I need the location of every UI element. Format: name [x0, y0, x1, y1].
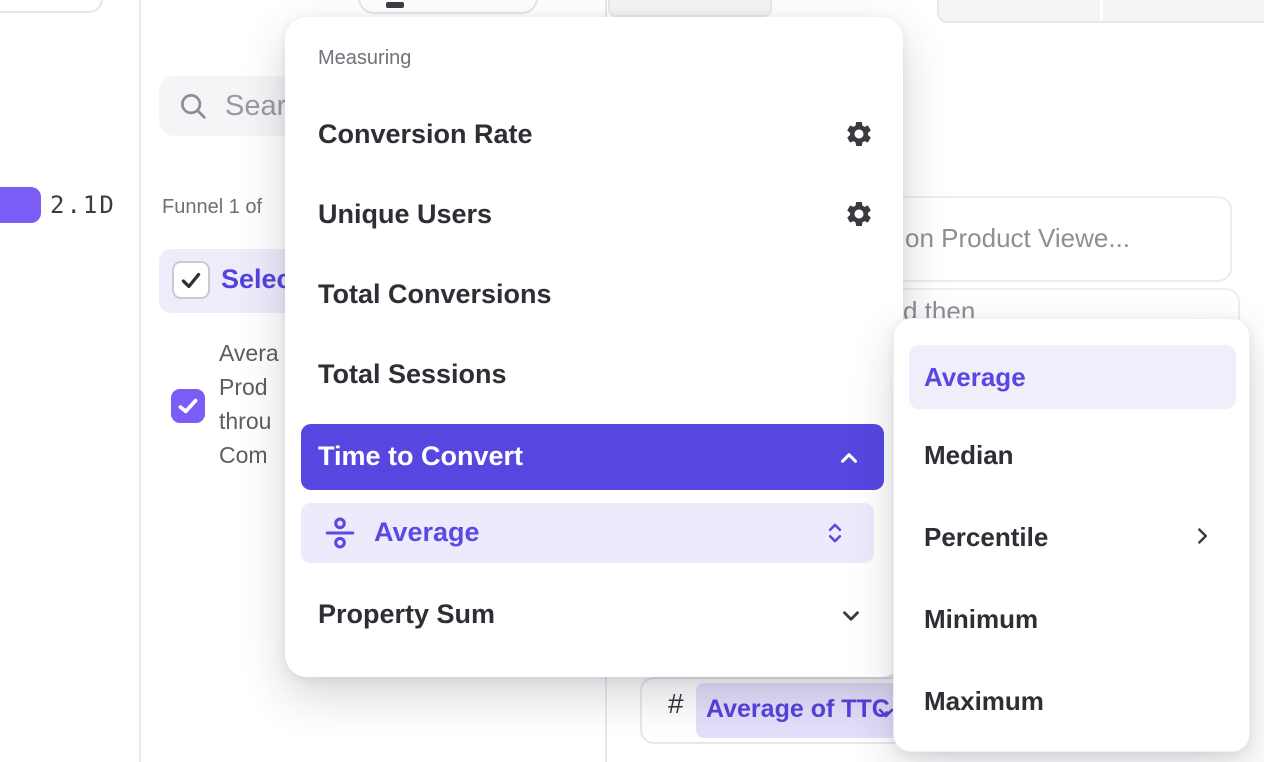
step-checkbox-checked[interactable] — [171, 389, 205, 423]
chevron-down-icon — [878, 708, 894, 718]
top-toolbar-fragment — [608, 0, 772, 17]
partial-glyph — [386, 2, 404, 8]
menu-item-time-to-convert[interactable]: Time to Convert — [301, 424, 884, 490]
agg-item-average[interactable]: Average — [909, 345, 1236, 409]
menu-item-total-conversions[interactable]: Total Conversions — [301, 263, 886, 327]
menu-item-label: Average — [374, 517, 480, 547]
aggregation-submenu: Average Median Percentile Minimum Maximu… — [893, 318, 1250, 752]
menu-item-label: Time to Convert — [318, 441, 524, 471]
gear-icon[interactable] — [844, 199, 874, 229]
divide-icon — [325, 517, 355, 549]
chevron-up-down-icon — [828, 523, 842, 543]
menu-item-label: Property Sum — [318, 599, 496, 629]
chevron-up-icon — [840, 453, 858, 463]
metric-dropdown[interactable]: Average of TTC — [696, 683, 901, 738]
menu-item-label: Conversion Rate — [318, 119, 533, 149]
toolbar-divider — [1100, 0, 1103, 21]
agg-item-minimum[interactable]: Minimum — [924, 604, 1039, 634]
menu-item-property-sum[interactable]: Property Sum — [301, 583, 886, 647]
numeric-type-indicator: # — [668, 688, 684, 719]
step-description: Avera Prod throu Com — [219, 340, 279, 468]
top-right-toolbar-fragment — [937, 0, 1264, 23]
top-left-card-fragment — [0, 0, 103, 13]
left-panel-divider — [139, 0, 141, 762]
chevron-right-icon — [1198, 528, 1207, 544]
chevron-down-icon — [843, 611, 859, 621]
menu-item-label: Total Conversions — [318, 279, 552, 309]
measuring-header: Measuring — [318, 47, 412, 69]
funnel-count-label: Funnel 1 of — [162, 196, 263, 218]
metric-dropdown-label: Average of TTC — [706, 695, 890, 723]
search-icon — [181, 94, 206, 119]
gear-icon[interactable] — [844, 119, 874, 149]
menu-item-unique-users[interactable]: Unique Users — [301, 183, 886, 247]
top-center-card-fragment — [358, 0, 538, 14]
agg-item-percentile[interactable]: Percentile — [924, 522, 1049, 552]
select-row-label: Selec — [221, 264, 292, 294]
menu-item-label: Unique Users — [318, 199, 493, 229]
menu-item-label: Total Sessions — [318, 359, 507, 389]
checkbox-checked[interactable] — [172, 261, 210, 299]
report-color-swatch — [0, 187, 41, 223]
menu-item-conversion-rate[interactable]: Conversion Rate — [301, 103, 886, 167]
report-swatch-label: 2.1D — [50, 191, 116, 219]
measuring-dropdown: Measuring Conversion Rate Unique Users T… — [285, 17, 903, 677]
checkmark-icon — [178, 398, 198, 414]
agg-item-maximum[interactable]: Maximum — [924, 686, 1044, 716]
agg-item-label: Average — [924, 362, 1026, 392]
step-event-text: on Product Viewe... — [905, 223, 1130, 253]
checkmark-icon — [181, 272, 201, 289]
menu-item-ttc-average[interactable]: Average — [301, 503, 874, 563]
menu-item-total-sessions[interactable]: Total Sessions — [301, 343, 886, 407]
agg-item-median[interactable]: Median — [924, 440, 1014, 470]
